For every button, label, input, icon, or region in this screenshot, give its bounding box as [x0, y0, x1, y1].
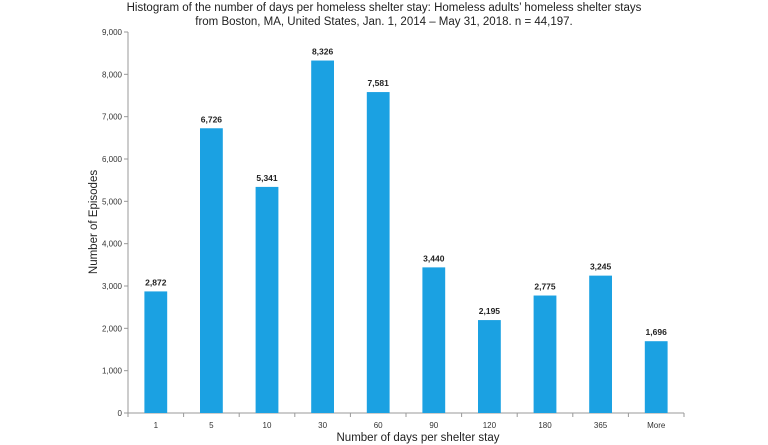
chart-title-line-2: from Boston, MA, United States, Jan. 1, … — [195, 16, 573, 28]
bar — [533, 295, 557, 413]
bar — [366, 92, 390, 414]
bar — [478, 320, 501, 413]
bar — [144, 291, 168, 413]
y-tick-label: 1,000 — [102, 367, 123, 376]
bar-value-label: 8,326 — [312, 47, 334, 57]
bar — [422, 267, 446, 413]
bar — [589, 275, 612, 413]
y-axis: 0 1,000 2,000 3,000 4,000 5,000 6,000 7,000 8,00… — [102, 28, 129, 418]
chart-title: Histogram of the number of days per home… — [0, 1, 768, 29]
y-axis-title: Number of Episodes — [88, 170, 100, 274]
y-tick-label: 5,000 — [102, 197, 123, 206]
x-tick-label: 5 — [209, 421, 214, 430]
chart-title-line-1: Histogram of the number of days per home… — [126, 2, 642, 14]
y-tick-label: 2,000 — [102, 324, 123, 333]
bar — [311, 60, 334, 414]
y-tick-label: 0 — [118, 409, 123, 418]
y-tick-label: 6,000 — [102, 155, 123, 164]
bar — [200, 128, 223, 414]
x-tick-label: 30 — [318, 421, 327, 430]
bar-value-label: 2,775 — [534, 282, 556, 292]
bar — [255, 186, 279, 413]
x-tick-label: 120 — [483, 421, 497, 430]
bar-value-label: 3,245 — [590, 262, 612, 272]
y-tick-label: 8,000 — [102, 70, 123, 79]
y-tick-label: 3,000 — [102, 282, 123, 291]
bar-value-label: 5,341 — [256, 173, 278, 183]
x-tick-label: 10 — [263, 421, 272, 430]
y-tick-label: 9,000 — [102, 28, 123, 37]
x-axis: 1 5 10 30 60 90 120 180 365 More — [127, 412, 685, 430]
bar-value-label: 2,195 — [479, 306, 501, 316]
data-labels: 2,872 6,726 5,341 8,326 7,581 3,440 2,195 2,775… — [145, 47, 667, 338]
x-tick-label: 60 — [374, 421, 383, 430]
y-tick-label: 4,000 — [102, 240, 123, 249]
x-tick-label: 1 — [154, 421, 159, 430]
x-tick-label: More — [647, 421, 666, 430]
bar-value-label: 7,581 — [368, 78, 390, 88]
x-tick-label: 180 — [538, 421, 552, 430]
bar-value-label: 1,696 — [646, 327, 668, 337]
x-tick-label: 365 — [594, 421, 608, 430]
bars — [144, 60, 668, 414]
bar — [644, 341, 668, 413]
bar-value-label: 6,726 — [201, 114, 223, 124]
x-tick-label: 90 — [429, 421, 438, 430]
bar-value-label: 2,872 — [145, 277, 167, 287]
bar-value-label: 3,440 — [423, 253, 445, 263]
y-tick-label: 7,000 — [102, 113, 123, 122]
x-axis-title: Number of days per shelter stay — [337, 432, 500, 444]
